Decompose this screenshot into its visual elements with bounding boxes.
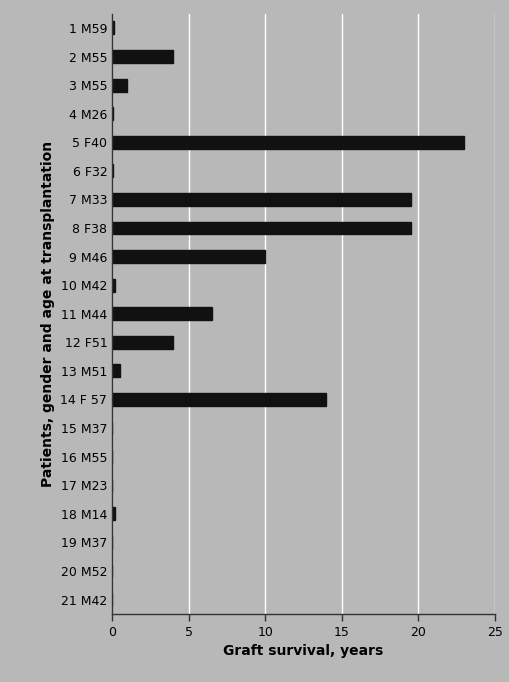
Bar — [112, 136, 463, 149]
Bar — [112, 308, 211, 320]
Bar — [112, 164, 113, 177]
Bar — [112, 22, 114, 34]
Bar — [112, 222, 410, 235]
Bar — [112, 336, 173, 349]
Bar — [112, 507, 115, 520]
Bar — [112, 50, 173, 63]
Bar — [112, 364, 120, 377]
Bar — [112, 107, 113, 120]
Bar — [112, 78, 127, 91]
Bar — [112, 250, 265, 263]
Bar — [112, 393, 326, 406]
Y-axis label: Patients, gender and age at transplantation: Patients, gender and age at transplantat… — [41, 140, 55, 487]
X-axis label: Graft survival, years: Graft survival, years — [223, 644, 383, 658]
Bar — [112, 279, 115, 292]
Bar — [112, 193, 410, 206]
